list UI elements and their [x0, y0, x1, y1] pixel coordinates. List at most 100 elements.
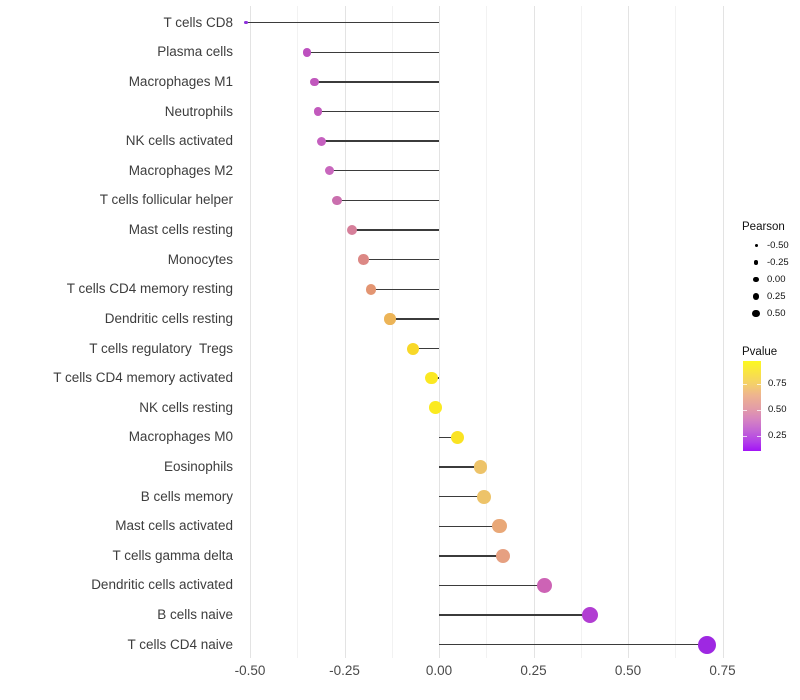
lollipop-stem [439, 466, 481, 468]
colorbar-tick-mark [743, 384, 747, 386]
lollipop-point [406, 342, 419, 355]
y-axis-label: Macrophages M1 [128, 73, 233, 89]
lollipop-point [582, 607, 599, 624]
y-axis-label: T cells gamma delta [112, 547, 233, 563]
y-axis-label: Macrophages M2 [128, 162, 233, 178]
lollipop-stem [336, 199, 439, 202]
lollipop-point [537, 577, 553, 594]
gridline-major [722, 6, 724, 658]
y-axis-label: Eosinophils [163, 459, 233, 474]
pvalue-colorbar [743, 361, 761, 451]
lollipop-point [365, 283, 377, 295]
lollipop-point [313, 107, 323, 116]
legend-size-label: -0.25 [767, 256, 789, 268]
lollipop-stem [306, 51, 439, 53]
lollipop-stem [329, 170, 439, 172]
lollipop-stem [439, 614, 591, 616]
y-axis-label: Dendritic cells activated [91, 577, 233, 593]
lollipop-point [425, 371, 438, 385]
gridline-minor [486, 6, 488, 658]
lollipop-stem [321, 140, 439, 142]
y-axis-label: T cells CD4 memory resting [66, 281, 233, 297]
lollipop-point [346, 224, 358, 236]
lollipop-stem [363, 258, 439, 261]
y-axis-label: Dendritic cells resting [104, 310, 233, 326]
colorbar-tick-mark [757, 435, 761, 437]
lollipop-point [302, 48, 311, 57]
gridline-minor [675, 6, 677, 658]
lollipop-point [428, 401, 442, 415]
legend-size-dot [752, 293, 760, 300]
lollipop-point [384, 313, 396, 325]
x-axis-tick-label: 0.75 [709, 663, 736, 678]
lollipop-stem [370, 288, 439, 290]
legend-size-label: 0.50 [767, 307, 786, 319]
legend-size-dot [753, 260, 759, 265]
y-axis-label: NK cells resting [139, 399, 233, 415]
x-axis-tick-label: 0.00 [425, 663, 453, 678]
legend-size-dot [753, 276, 759, 283]
colorbar-tick-label: 0.50 [768, 403, 787, 415]
gridline-major [250, 6, 251, 658]
lollipop-stem [439, 644, 708, 646]
y-axis-label: Neutrophils [164, 103, 233, 119]
x-axis-tick-label: -0.50 [234, 663, 266, 678]
y-axis-label: B cells naive [157, 607, 233, 623]
lollipop-point [477, 489, 492, 504]
y-axis-label: Plasma cells [157, 44, 233, 60]
colorbar-tick-mark [743, 435, 747, 437]
y-axis-label: Mast cells resting [128, 222, 233, 238]
y-axis-label: B cells memory [140, 488, 233, 504]
lollipop-point [492, 519, 507, 534]
gridline-minor [391, 6, 393, 658]
legend-size-label: 0.25 [767, 290, 786, 302]
legend-pearson-title: Pearson [742, 221, 785, 233]
legend-pvalue-title: Pvalue [742, 346, 778, 358]
y-axis-label: T cells CD8 [163, 14, 233, 30]
lollipop-point [324, 166, 335, 176]
lollipop-point [317, 136, 327, 146]
lollipop-stem [439, 495, 485, 498]
lollipop-stem [352, 229, 439, 231]
lollipop-point [473, 460, 488, 474]
colorbar-tick-mark [757, 409, 761, 411]
legend-size-label: -0.50 [767, 239, 789, 251]
gridline-major [344, 6, 346, 658]
lollipop-stem [439, 436, 458, 439]
lollipop-point [358, 254, 369, 265]
lollipop-stem [246, 22, 439, 24]
gridline-minor [580, 6, 582, 658]
y-axis-label: T cells CD4 memory activated [53, 370, 233, 386]
colorbar-tick-mark [757, 384, 761, 386]
lollipop-stem [439, 555, 504, 557]
lollipop-stem [314, 81, 439, 83]
gridline-minor [297, 6, 299, 658]
x-axis-tick-label: 0.25 [520, 663, 547, 678]
colorbar-tick-label: 0.25 [768, 429, 787, 441]
colorbar-tick-label: 0.75 [768, 378, 787, 390]
lollipop-point [244, 20, 248, 25]
lollipop-point [309, 77, 319, 87]
gridline-major [533, 6, 535, 658]
lollipop-stem [439, 525, 500, 527]
gridline-major [439, 6, 440, 658]
lollipop-stem [318, 110, 439, 113]
legend-size-label: 0.00 [767, 273, 786, 285]
y-axis-label: T cells regulatory Tregs [89, 340, 233, 356]
legend-size-dot [752, 309, 760, 318]
colorbar-tick-mark [743, 409, 747, 411]
y-axis-label: Monocytes [167, 251, 233, 267]
legend-size-dot [754, 244, 758, 247]
lollipop-point [451, 430, 465, 444]
lollipop-point [496, 548, 511, 563]
y-axis-label: Mast cells activated [115, 518, 233, 534]
x-axis-tick-label: -0.25 [329, 663, 360, 678]
lollipop-stem [412, 347, 439, 350]
lollipop-stem [389, 318, 439, 320]
y-axis-label: NK cells activated [125, 133, 233, 149]
y-axis-label: T cells CD4 naive [127, 636, 233, 652]
y-axis-label: T cells follicular helper [99, 192, 233, 208]
lollipop-point [698, 635, 717, 654]
x-axis-tick-label: 0.50 [614, 663, 642, 678]
